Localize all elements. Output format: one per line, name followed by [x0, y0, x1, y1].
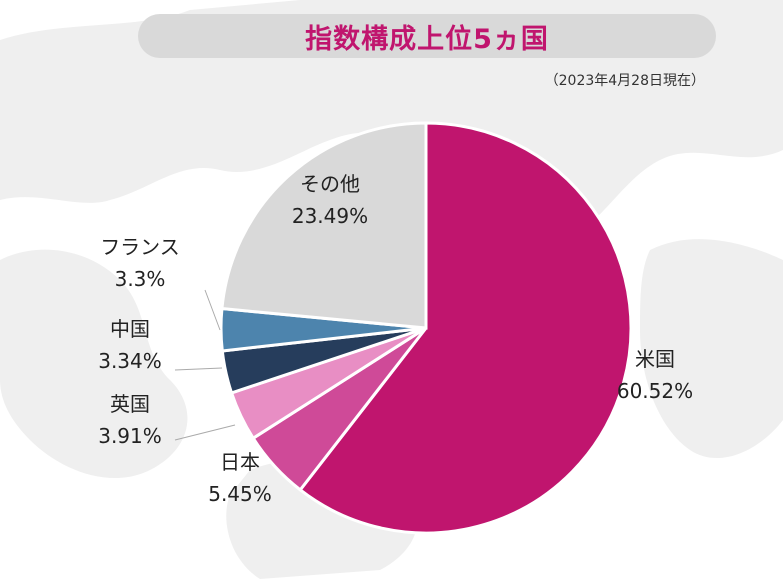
slice-value: 3.34%	[98, 349, 162, 373]
slice-name: 中国	[110, 317, 150, 341]
slice-name: 日本	[220, 450, 260, 474]
slice-name: フランス	[100, 235, 180, 259]
slice-name: 英国	[110, 392, 150, 416]
slice-value: 3.3%	[114, 267, 166, 291]
slice-label-6: その他 23.49%	[270, 168, 390, 232]
chart-title-banner: 指数構成上位5ヵ国	[138, 14, 716, 58]
slice-label-2: 日本 5.45%	[200, 446, 280, 510]
leader-line-4	[174, 367, 223, 371]
pie-slice-6	[220, 121, 428, 330]
slice-value: 60.52%	[616, 379, 694, 403]
slice-label-5: フランス 3.3%	[85, 231, 195, 295]
slice-name: その他	[300, 172, 360, 196]
slice-name: 米国	[635, 347, 675, 371]
leader-line-3	[174, 424, 236, 441]
pie-slice-1	[298, 121, 633, 535]
as-of-date-note: （2023年4月28日現在）	[544, 73, 705, 89]
slice-value: 23.49%	[291, 204, 369, 228]
slice-value: 3.91%	[98, 424, 162, 448]
slice-label-4: 中国 3.34%	[95, 313, 165, 377]
slice-value: 5.45%	[208, 482, 272, 506]
leader-line-5	[204, 289, 221, 331]
chart-title: 指数構成上位5ヵ国	[305, 23, 549, 55]
slice-label-1: 米国 60.52%	[615, 343, 695, 407]
slice-label-3: 英国 3.91%	[95, 388, 165, 452]
